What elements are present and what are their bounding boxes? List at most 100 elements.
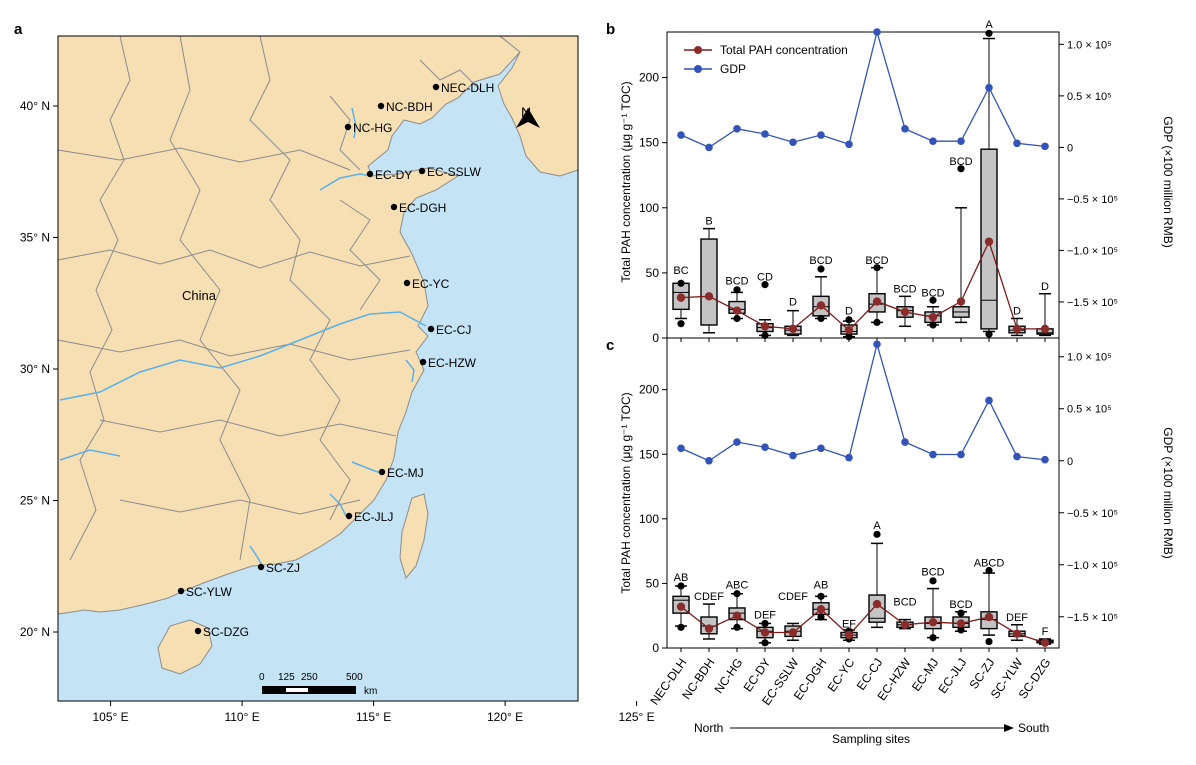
- site-marker: [378, 468, 386, 476]
- site-label: NC-HG: [353, 121, 392, 135]
- gdp-point: [985, 83, 993, 92]
- box-outlier: [733, 590, 741, 598]
- gdp-point: [733, 125, 741, 133]
- site-label: EC-SSLW: [427, 165, 481, 179]
- pah-series-line: [680, 603, 1046, 644]
- map-province-borders: [57, 35, 481, 561]
- box-body: [868, 594, 886, 623]
- pah-point: [844, 325, 854, 335]
- y2-tick-label: −1.5 × 10⁵: [1067, 612, 1118, 624]
- site-label: NC-BDH: [386, 100, 433, 114]
- lon-tick-label: 120° E: [487, 710, 523, 724]
- lon-tick-label: 110° E: [224, 710, 259, 724]
- pah-point: [984, 237, 994, 246]
- map-country-label: China: [182, 288, 217, 303]
- y2-tick-label: 0.5 × 10⁵: [1067, 91, 1112, 103]
- gdp-point: [957, 137, 965, 146]
- significance-letter: D: [1013, 306, 1021, 318]
- pah-point: [704, 292, 714, 301]
- gdp-point: [789, 138, 797, 147]
- chart-b-legend: Total PAH concentration GDP: [684, 43, 848, 76]
- box-outlier: [873, 318, 881, 326]
- pah-point: [704, 624, 714, 633]
- lat-tick-label: 25° N: [20, 494, 50, 508]
- lon-tick-label: 125° E: [619, 710, 655, 724]
- significance-letter: CD: [757, 272, 773, 284]
- box-outlier: [733, 314, 741, 323]
- significance-letter: ABC: [726, 580, 749, 592]
- box-outlier: [677, 623, 685, 631]
- y2-tick-label: −0.5 × 10⁵: [1067, 508, 1118, 520]
- lon-tick-label: 115° E: [356, 710, 391, 724]
- scale-tick-0: 0: [259, 672, 265, 683]
- gdp-point: [1013, 452, 1021, 461]
- chart-b-y-axis-label: Total PAH concentration (μg g⁻¹ TOC): [619, 81, 633, 282]
- box-outlier: [873, 530, 881, 538]
- map-land-taiwan: [399, 493, 429, 580]
- gdp-point: [817, 131, 825, 139]
- box-outlier: [677, 582, 685, 590]
- pah-point: [872, 297, 882, 306]
- gdp-point: [1041, 142, 1049, 151]
- panel-label-a: a: [14, 21, 23, 38]
- site-marker: [418, 167, 426, 175]
- significance-letter: F: [1042, 626, 1049, 638]
- box-outlier: [845, 316, 853, 324]
- x-tick-label: NEC-DLH: [647, 656, 689, 708]
- map-site-markers: NEC-DLH NC-BDH NC-HG EC-DY EC-SSLW EC-DGH EC-Y…: [177, 81, 494, 639]
- site-label: EC-DY: [375, 168, 412, 182]
- significance-letter: A: [873, 520, 881, 532]
- gdp-point: [985, 396, 993, 405]
- y2-tick-label: 0: [1067, 456, 1073, 468]
- site-marker: [432, 83, 440, 91]
- y-tick-label: 100: [639, 201, 659, 215]
- gdp-point: [901, 438, 909, 446]
- box-outlier: [733, 286, 741, 294]
- map-rivers: [59, 107, 427, 567]
- pah-point: [676, 602, 686, 611]
- gdp-point: [677, 131, 685, 139]
- scale-tick-500: 500: [346, 672, 363, 683]
- plot-frame: [666, 31, 1060, 339]
- significance-letter: A: [985, 19, 993, 31]
- box-outlier: [761, 331, 769, 339]
- pah-point: [732, 306, 742, 315]
- map-latitude-ticks: 40° N 35° N 30° N 25° N 20° N: [20, 99, 58, 639]
- box-outlier: [985, 637, 993, 646]
- significance-letter: D: [845, 306, 853, 318]
- gdp-point: [1013, 139, 1021, 148]
- y-tick-label: 200: [639, 71, 659, 85]
- pah-point: [956, 619, 966, 628]
- site-label: EC-JLJ: [354, 510, 393, 524]
- scale-tick-250: 250: [301, 672, 318, 683]
- significance-letter: AB: [674, 572, 689, 584]
- box-outlier: [985, 566, 993, 575]
- gdp-point: [845, 140, 853, 149]
- significance-letter: BCD: [725, 276, 748, 288]
- scale-bar: 0 125 250 500 km: [259, 672, 377, 697]
- panel-label-b: b: [606, 21, 615, 38]
- significance-letter: D: [789, 296, 797, 308]
- site-label: EC-MJ: [387, 466, 424, 480]
- y2-tick-label: 1.0 × 10⁵: [1067, 352, 1112, 364]
- box-outlier: [761, 281, 769, 289]
- legend-gdp-label: GDP: [720, 62, 746, 76]
- box-outlier: [873, 264, 881, 272]
- site-label: SC-DZG: [203, 625, 249, 639]
- gdp-point: [901, 125, 909, 133]
- pah-point: [1040, 638, 1050, 648]
- significance-letter: BCD: [921, 287, 944, 299]
- lat-tick-label: 20° N: [20, 625, 50, 639]
- pah-point: [760, 628, 770, 637]
- box-outlier: [817, 265, 825, 273]
- pah-point: [872, 599, 882, 609]
- site-marker: [194, 627, 202, 635]
- chart-c-x-axis-label: Sampling sites: [832, 732, 910, 746]
- pah-point: [928, 312, 938, 322]
- map-panel: a: [14, 21, 655, 724]
- map-land-mainland: [57, 35, 521, 615]
- gdp-point: [733, 438, 741, 446]
- pah-point: [732, 611, 742, 620]
- gdp-point: [705, 143, 713, 152]
- legend-pah-label: Total PAH concentration: [720, 43, 848, 57]
